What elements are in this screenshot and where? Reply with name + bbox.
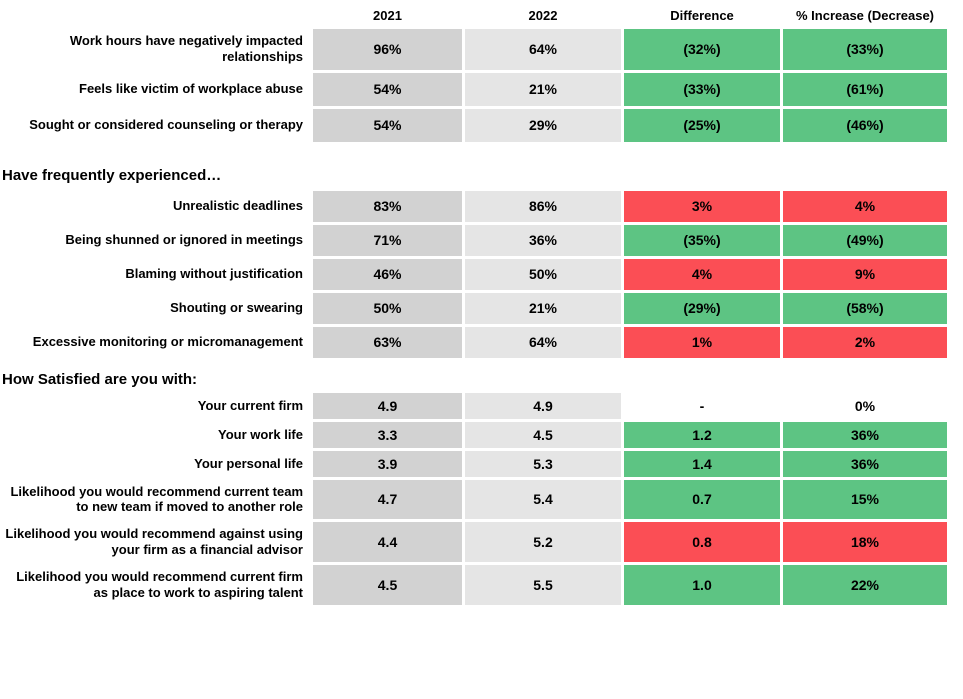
value-2021: 3.9 (313, 450, 462, 477)
row-label: Feels like victim of workplace abuse (79, 80, 303, 96)
value-increase: (49%) (783, 224, 947, 256)
row-label: Excessive monitoring or micromanagement (32, 333, 303, 349)
row-label: Being shunned or ignored in meetings (65, 231, 303, 247)
value-2022: 36% (465, 224, 621, 256)
value-difference: (35%) (624, 224, 780, 256)
value-difference: (33%) (624, 72, 780, 106)
row-label: Sought or considered counseling or thera… (29, 116, 303, 132)
value-2021: 46% (313, 258, 462, 290)
value-2021: 83% (313, 190, 462, 222)
value-difference: 1% (624, 326, 780, 358)
value-2022: 5.4 (465, 479, 621, 520)
value-2021: 4.5 (313, 564, 462, 605)
value-increase: 36% (783, 450, 947, 477)
section-title-experienced: Have frequently experienced… (2, 166, 222, 184)
value-increase: (33%) (783, 29, 947, 70)
value-2022: 5.3 (465, 450, 621, 477)
table-row: Sought or considered counseling or thera… (0, 108, 963, 142)
value-increase: (61%) (783, 72, 947, 106)
value-2021: 71% (313, 224, 462, 256)
value-difference: 4% (624, 258, 780, 290)
table-row: Work hours have negatively impacted rela… (0, 29, 963, 70)
value-increase: (58%) (783, 292, 947, 324)
table-row: Your work life 3.3 4.5 1.2 36% (0, 421, 963, 448)
table-row: Being shunned or ignored in meetings 71%… (0, 224, 963, 256)
value-2022: 86% (465, 190, 621, 222)
value-2022: 21% (465, 72, 621, 106)
row-label: Blaming without justification (125, 265, 303, 281)
value-increase: 15% (783, 479, 947, 520)
header-spacer (0, 6, 310, 24)
value-difference: (25%) (624, 108, 780, 142)
value-increase: 2% (783, 326, 947, 358)
section-experienced: Unrealistic deadlines 83% 86% 3% 4% Bein… (0, 190, 963, 358)
value-2022: 21% (465, 292, 621, 324)
column-header-2021: 2021 (373, 7, 402, 23)
row-label: Likelihood you would recommend against u… (5, 526, 303, 558)
table-row: Your current firm 4.9 4.9 - 0% (0, 392, 963, 419)
value-2022: 5.5 (465, 564, 621, 605)
value-2022: 4.9 (465, 392, 621, 419)
value-2021: 50% (313, 292, 462, 324)
value-increase: 18% (783, 522, 947, 562)
value-2021: 4.4 (313, 522, 462, 562)
row-label: Your work life (218, 426, 303, 442)
table-row: Likelihood you would recommend against u… (0, 522, 963, 562)
value-increase: 22% (783, 564, 947, 605)
section-satisfied: Your current firm 4.9 4.9 - 0% Your work… (0, 392, 963, 605)
table-row: Likelihood you would recommend current t… (0, 479, 963, 520)
value-increase: 0% (854, 397, 876, 414)
row-label: Your personal life (194, 455, 303, 471)
row-label: Work hours have negatively impacted rela… (69, 33, 303, 65)
column-header-2022: 2022 (528, 7, 558, 23)
value-2022: 4.5 (465, 421, 621, 448)
table-row: Feels like victim of workplace abuse 54%… (0, 72, 963, 106)
value-increase: 9% (783, 258, 947, 290)
section-wellbeing: Work hours have negatively impacted rela… (0, 29, 963, 142)
row-label: Shouting or swearing (170, 299, 303, 315)
value-2022: 5.2 (465, 522, 621, 562)
value-difference: 3% (624, 190, 780, 222)
value-2021: 63% (313, 326, 462, 358)
value-2021: 3.3 (313, 421, 462, 448)
row-label: Your current firm (197, 397, 303, 413)
table-row: Blaming without justification 46% 50% 4%… (0, 258, 963, 290)
table-row: Excessive monitoring or micromanagement … (0, 326, 963, 358)
value-difference: (29%) (624, 292, 780, 324)
table-header-row: 2021 2022 Difference % Increase (Decreas… (0, 6, 963, 24)
table-row: Shouting or swearing 50% 21% (29%) (58%) (0, 292, 963, 324)
table-row: Unrealistic deadlines 83% 86% 3% 4% (0, 190, 963, 222)
table-row: Likelihood you would recommend current f… (0, 564, 963, 605)
value-2021: 54% (313, 108, 462, 142)
value-increase: 4% (783, 190, 947, 222)
value-difference: 1.4 (624, 450, 780, 477)
value-increase: (46%) (783, 108, 947, 142)
row-label: Likelihood you would recommend current t… (10, 483, 303, 515)
value-2021: 4.7 (313, 479, 462, 520)
value-2022: 64% (465, 326, 621, 358)
value-difference: 1.0 (624, 564, 780, 605)
value-2022: 64% (465, 29, 621, 70)
value-difference: 0.8 (624, 522, 780, 562)
value-difference: 0.7 (624, 479, 780, 520)
value-difference: 1.2 (624, 421, 780, 448)
column-header-increase: % Increase (Decrease) (795, 7, 935, 23)
value-2022: 29% (465, 108, 621, 142)
value-2021: 4.9 (313, 392, 462, 419)
row-label: Likelihood you would recommend current f… (16, 568, 303, 600)
value-increase: 36% (783, 421, 947, 448)
section-title-satisfied: How Satisfied are you with: (2, 370, 198, 388)
survey-comparison-table: 2021 2022 Difference % Increase (Decreas… (0, 6, 963, 605)
table-row: Your personal life 3.9 5.3 1.4 36% (0, 450, 963, 477)
value-2021: 54% (313, 72, 462, 106)
value-difference: (32%) (624, 29, 780, 70)
value-2022: 50% (465, 258, 621, 290)
value-2021: 96% (313, 29, 462, 70)
row-label: Unrealistic deadlines (172, 197, 303, 213)
value-difference: - (699, 397, 705, 414)
column-header-difference: Difference (670, 7, 734, 23)
